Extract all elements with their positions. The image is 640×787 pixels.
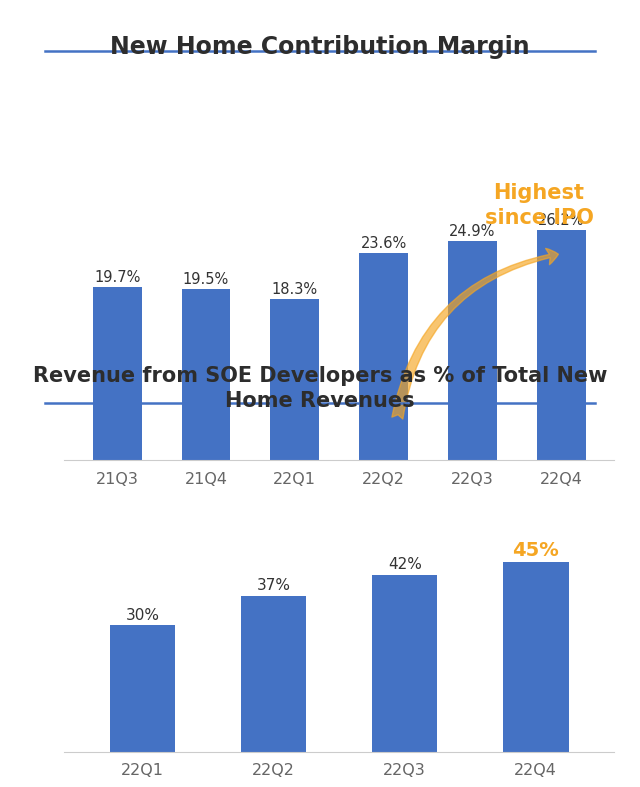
Text: 42%: 42% <box>388 557 422 572</box>
Text: 23.6%: 23.6% <box>360 235 406 250</box>
Bar <box>359 253 408 460</box>
Bar <box>271 299 319 460</box>
Bar <box>182 289 230 460</box>
Bar <box>241 596 307 752</box>
Bar <box>372 575 438 752</box>
Text: 45%: 45% <box>513 541 559 560</box>
Text: 37%: 37% <box>257 578 291 593</box>
Text: 18.3%: 18.3% <box>272 283 318 297</box>
FancyArrowPatch shape <box>392 249 559 419</box>
Text: Highest
since IPO: Highest since IPO <box>484 183 593 228</box>
Bar <box>448 242 497 460</box>
Bar <box>537 230 586 460</box>
Bar <box>93 287 141 460</box>
Text: New Home Contribution Margin: New Home Contribution Margin <box>110 35 530 59</box>
Bar <box>110 625 175 752</box>
Bar <box>503 562 568 752</box>
Text: 19.7%: 19.7% <box>94 270 140 285</box>
Text: 30%: 30% <box>125 608 159 623</box>
Text: 24.9%: 24.9% <box>449 224 495 239</box>
Text: Revenue from SOE Developers as % of Total New
Home Revenues: Revenue from SOE Developers as % of Tota… <box>33 366 607 411</box>
Text: 26.2%: 26.2% <box>538 212 584 227</box>
Text: 19.5%: 19.5% <box>183 272 229 286</box>
